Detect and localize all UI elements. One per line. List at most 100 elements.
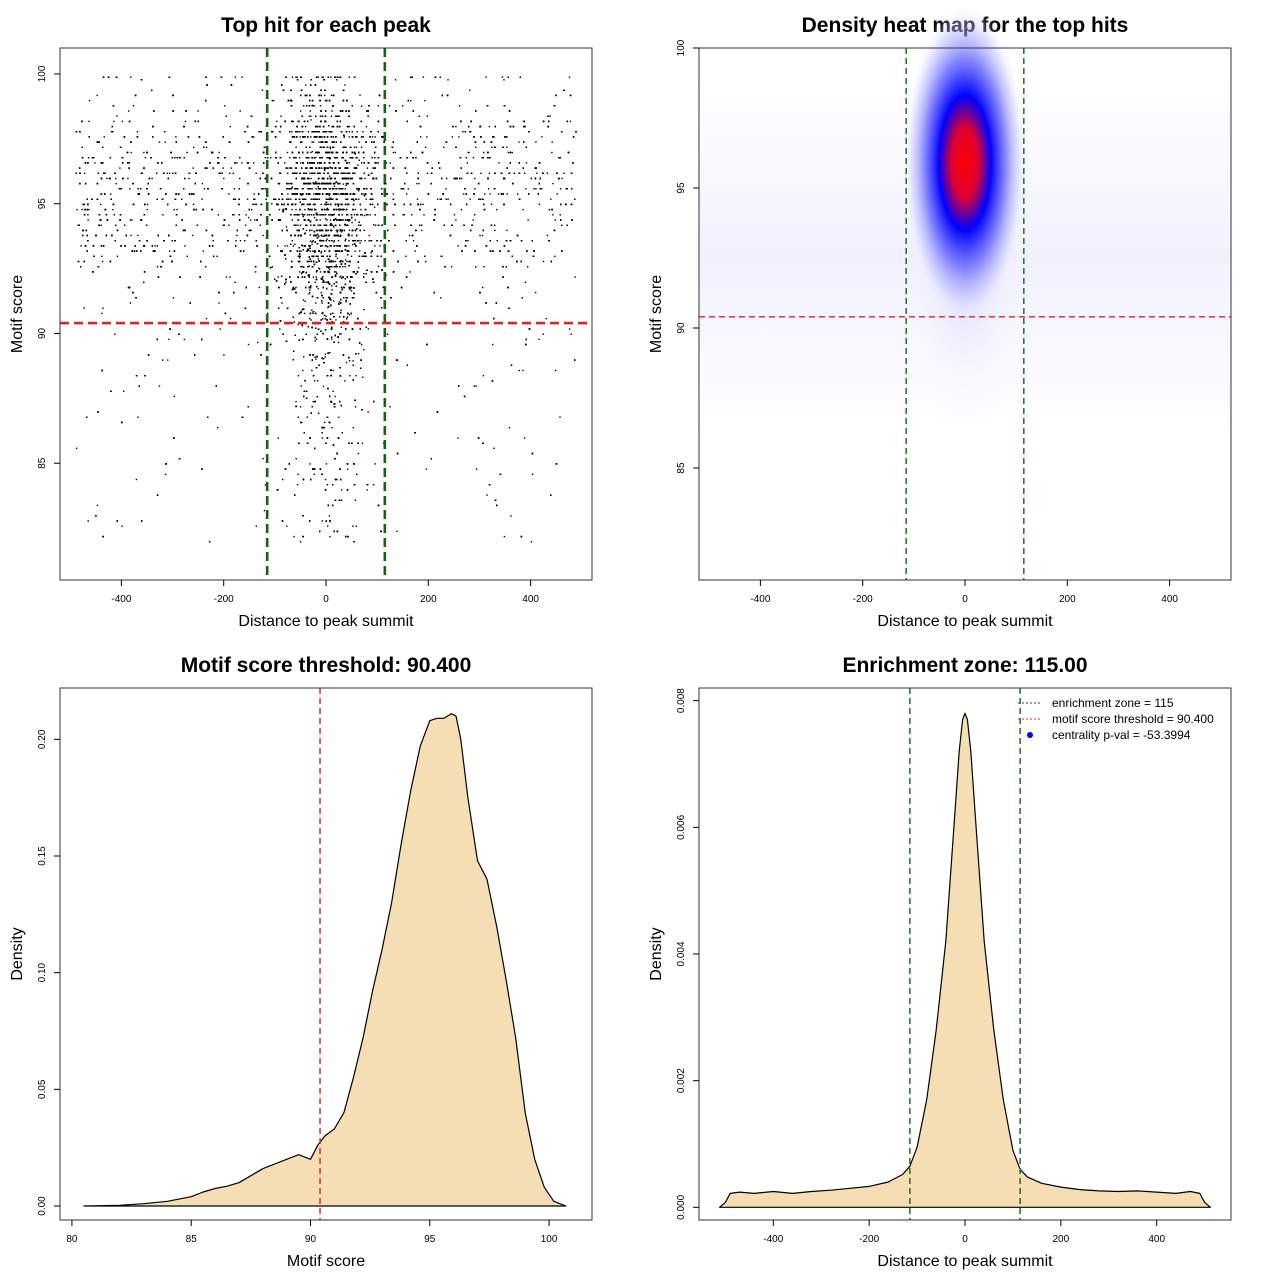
scatter-point (325, 260, 327, 263)
scatter-point (313, 105, 315, 107)
scatter-point (565, 188, 567, 190)
scatter-point (455, 219, 457, 221)
scatter-point (291, 240, 293, 242)
scatter-point (263, 509, 266, 512)
scatter-point (309, 291, 311, 294)
scatter-point (356, 240, 359, 242)
scatter-point (252, 203, 254, 206)
scatter-point (303, 356, 305, 358)
scatter-point (333, 240, 336, 242)
scatter-point (303, 172, 305, 174)
scatter-point (168, 338, 170, 341)
scatter-point (541, 188, 543, 190)
scatter-point (375, 162, 378, 164)
scatter-point (554, 219, 556, 221)
scatter-point (303, 203, 305, 206)
scatter-point (290, 266, 292, 269)
scatter-point (337, 245, 340, 247)
scatter-point (302, 369, 304, 372)
scatter-point (416, 198, 419, 200)
scatter-point (165, 473, 167, 475)
scatter-point (482, 286, 484, 289)
scatter-point (319, 214, 321, 216)
scatter-point (293, 535, 295, 538)
scatter-point (277, 276, 279, 278)
scatter-point (280, 115, 282, 117)
scatter-point (357, 452, 360, 455)
scatter-point (315, 302, 317, 304)
scatter-point (304, 136, 306, 138)
scatter-point (161, 359, 164, 361)
scatter-point (348, 220, 350, 222)
scatter-point (336, 234, 338, 237)
scatter-point (315, 214, 318, 216)
scatter-point (360, 240, 362, 242)
scatter-point (167, 359, 169, 361)
scatter-point (330, 245, 333, 247)
scatter-point (297, 131, 299, 133)
scatter-point (338, 188, 340, 190)
scatter-point (184, 245, 186, 247)
scatter-point (270, 157, 272, 159)
scatter-point (297, 375, 300, 377)
scatter-point (130, 151, 132, 154)
scatter-point (538, 203, 541, 206)
scatter-point (518, 369, 520, 372)
scatter-point (440, 297, 442, 299)
scatter-point (83, 203, 86, 206)
scatter-point (360, 105, 363, 107)
scatter-point (568, 76, 571, 78)
scatter-point (102, 307, 104, 309)
scatter-point (314, 380, 316, 382)
scatter-point (395, 359, 398, 361)
scatter-point (333, 162, 335, 164)
scatter-point (354, 250, 356, 252)
scatter-point (299, 131, 301, 133)
scatter-point (344, 84, 346, 86)
scatter-point (408, 234, 411, 237)
scatter-point (295, 76, 297, 78)
scatter-point (143, 151, 145, 154)
scatter-point (315, 338, 318, 341)
scatter-point (279, 328, 281, 330)
scatter-point (217, 214, 219, 216)
scatter-point (100, 203, 102, 206)
scatter-point (319, 115, 322, 117)
scatter-point (262, 234, 264, 237)
scatter-point (327, 229, 330, 232)
scatter-point (446, 177, 448, 180)
scatter-point (116, 255, 119, 257)
scatter-point (87, 520, 89, 522)
scatter-point (330, 338, 333, 340)
scatter-point (301, 198, 304, 200)
scatter-point (312, 276, 315, 278)
scatter-point (101, 193, 103, 195)
scatter-point (551, 151, 553, 154)
scatter-point (346, 297, 349, 299)
scatter-point (289, 141, 291, 143)
scatter-point (329, 147, 331, 150)
scatter-point (115, 182, 117, 185)
scatter-point (331, 285, 333, 287)
scatter-point (467, 240, 469, 242)
scatter-point (436, 198, 439, 200)
scatter-point (106, 177, 108, 180)
scatter-point (392, 193, 395, 195)
scatter-point (166, 172, 169, 174)
scatter-point (522, 369, 524, 372)
scatter-point (312, 203, 315, 206)
scatter-point (262, 458, 264, 460)
scatter-point (340, 489, 343, 491)
scatter-point (501, 76, 504, 78)
scatter-point (318, 412, 320, 414)
scatter-point (349, 375, 351, 377)
scatter-point (219, 328, 221, 330)
scatter-point (363, 272, 365, 275)
scatter-point (298, 271, 301, 273)
scatter-point (205, 266, 207, 268)
scatter-point (333, 185, 336, 187)
scatter-point (87, 214, 89, 216)
scatter-point (201, 198, 203, 200)
scatter-point (313, 473, 315, 475)
scatter-point (480, 172, 482, 174)
